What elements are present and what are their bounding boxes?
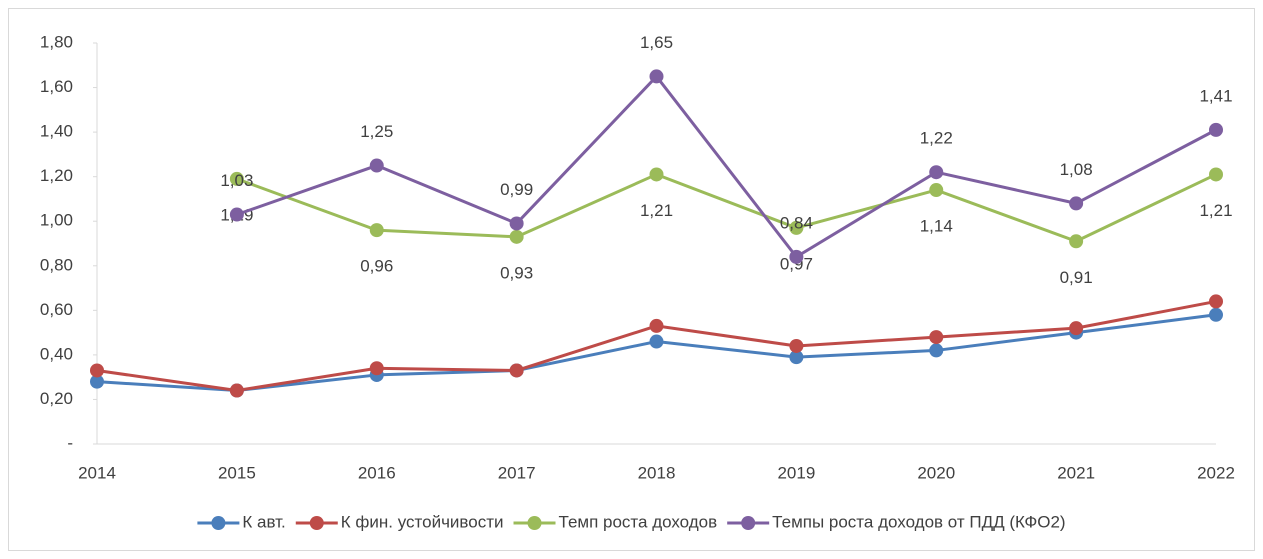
y-tick-label: 1,20 (40, 166, 73, 185)
data-point (929, 165, 944, 180)
data-point (369, 361, 384, 376)
legend-item: К фин. устойчивости (295, 512, 504, 531)
data-point (509, 363, 524, 378)
y-tick-label: 0,20 (40, 389, 73, 408)
legend-label: Темпы роста доходов от ПДД (КФО2) (772, 512, 1065, 531)
data-point (1069, 234, 1084, 249)
y-tick-label: 1,40 (40, 122, 73, 141)
data-point (369, 223, 384, 238)
data-point (789, 338, 804, 353)
data-point (649, 69, 664, 84)
legend-label: Темп роста доходов (559, 512, 718, 531)
legend-marker (741, 516, 756, 530)
data-label: 0,84 (780, 213, 813, 232)
data-point (1209, 307, 1223, 322)
legend-item: К авт. (197, 512, 286, 531)
data-point (929, 330, 944, 345)
y-tick-label: 0,40 (40, 344, 73, 363)
data-label: 0,93 (500, 263, 533, 282)
data-point (229, 207, 244, 222)
data-point (789, 249, 804, 264)
data-label: 1,08 (1060, 160, 1093, 179)
data-point (929, 343, 944, 358)
x-tick-label: 2019 (777, 463, 815, 482)
x-tick-label: 2014 (78, 463, 116, 482)
data-point (229, 383, 244, 398)
x-tick-label: 2021 (1057, 463, 1095, 482)
data-point (1209, 122, 1223, 137)
data-label: 0,97 (780, 254, 813, 273)
data-point (90, 374, 104, 389)
data-point (229, 171, 244, 186)
legend-item: Темп роста доходов (513, 512, 718, 531)
data-point (789, 350, 804, 365)
data-point (1069, 321, 1084, 336)
data-label: 0,91 (1060, 268, 1093, 287)
x-tick-label: 2022 (1197, 463, 1235, 482)
y-tick-label: 1,60 (40, 77, 73, 96)
legend-marker (309, 516, 324, 530)
series-line (236, 172, 1217, 243)
data-point (509, 229, 524, 244)
data-point (1069, 196, 1084, 211)
data-point (509, 216, 524, 231)
data-point (90, 363, 104, 378)
data-label: 1,41 (1199, 86, 1232, 105)
x-tick-label: 2016 (358, 463, 396, 482)
y-tick-label: 0,60 (40, 300, 73, 319)
y-tick-label: 1,80 (40, 32, 73, 51)
x-tick-label: 2020 (917, 463, 955, 482)
data-point (789, 220, 804, 235)
data-label: 1,25 (360, 122, 393, 141)
data-point (649, 334, 664, 349)
legend-label: К авт. (242, 512, 285, 531)
y-tick-label: 1,00 (40, 211, 73, 230)
legend-item: Темпы роста доходов от ПДД (КФО2) (727, 512, 1066, 531)
data-point (929, 183, 944, 198)
x-tick-label: 2018 (638, 463, 676, 482)
data-label: 0,99 (500, 180, 533, 199)
data-label: 1,22 (920, 129, 953, 148)
legend-marker (527, 516, 542, 530)
data-label: 1,03 (220, 171, 253, 190)
data-label: 1,14 (920, 217, 953, 236)
y-tick-label: 0,80 (40, 255, 73, 274)
chart-frame (8, 8, 1255, 551)
data-point (369, 158, 384, 173)
data-point (1209, 294, 1223, 309)
data-point (649, 318, 664, 333)
data-label: 1,21 (1199, 201, 1232, 220)
legend-marker (211, 516, 226, 530)
data-label: 1,21 (640, 201, 673, 220)
data-point (1209, 167, 1223, 182)
series-line (236, 74, 1217, 259)
data-label: 1,65 (640, 33, 673, 52)
y-tick-label: - (67, 433, 73, 452)
x-tick-label: 2017 (498, 463, 536, 482)
legend-label: К фин. устойчивости (341, 512, 504, 531)
data-point (649, 167, 664, 182)
data-label: 0,96 (360, 257, 393, 276)
x-tick-label: 2015 (218, 463, 256, 482)
